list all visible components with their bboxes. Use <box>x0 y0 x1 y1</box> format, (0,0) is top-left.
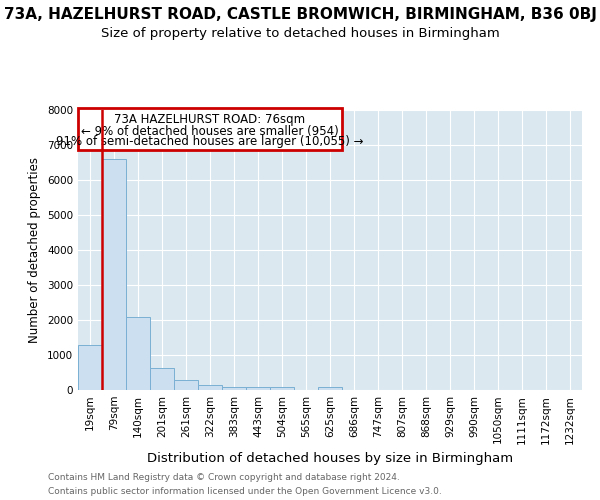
Text: ← 9% of detached houses are smaller (954): ← 9% of detached houses are smaller (954… <box>81 124 339 138</box>
Bar <box>174 380 198 390</box>
Text: 73A HAZELHURST ROAD: 76sqm: 73A HAZELHURST ROAD: 76sqm <box>115 113 305 126</box>
Bar <box>318 387 342 390</box>
Bar <box>270 387 294 390</box>
Text: 91% of semi-detached houses are larger (10,055) →: 91% of semi-detached houses are larger (… <box>56 135 364 148</box>
Bar <box>78 108 342 150</box>
Text: Size of property relative to detached houses in Birmingham: Size of property relative to detached ho… <box>101 28 499 40</box>
Text: Contains public sector information licensed under the Open Government Licence v3: Contains public sector information licen… <box>48 488 442 496</box>
Bar <box>150 368 174 390</box>
Bar <box>78 344 102 390</box>
Bar <box>102 159 126 390</box>
Bar <box>246 387 270 390</box>
X-axis label: Distribution of detached houses by size in Birmingham: Distribution of detached houses by size … <box>147 452 513 465</box>
Text: 73A, HAZELHURST ROAD, CASTLE BROMWICH, BIRMINGHAM, B36 0BJ: 73A, HAZELHURST ROAD, CASTLE BROMWICH, B… <box>4 8 596 22</box>
Bar <box>222 386 246 390</box>
Bar <box>126 316 150 390</box>
Bar <box>198 385 222 390</box>
Y-axis label: Number of detached properties: Number of detached properties <box>28 157 41 343</box>
Text: Contains HM Land Registry data © Crown copyright and database right 2024.: Contains HM Land Registry data © Crown c… <box>48 472 400 482</box>
